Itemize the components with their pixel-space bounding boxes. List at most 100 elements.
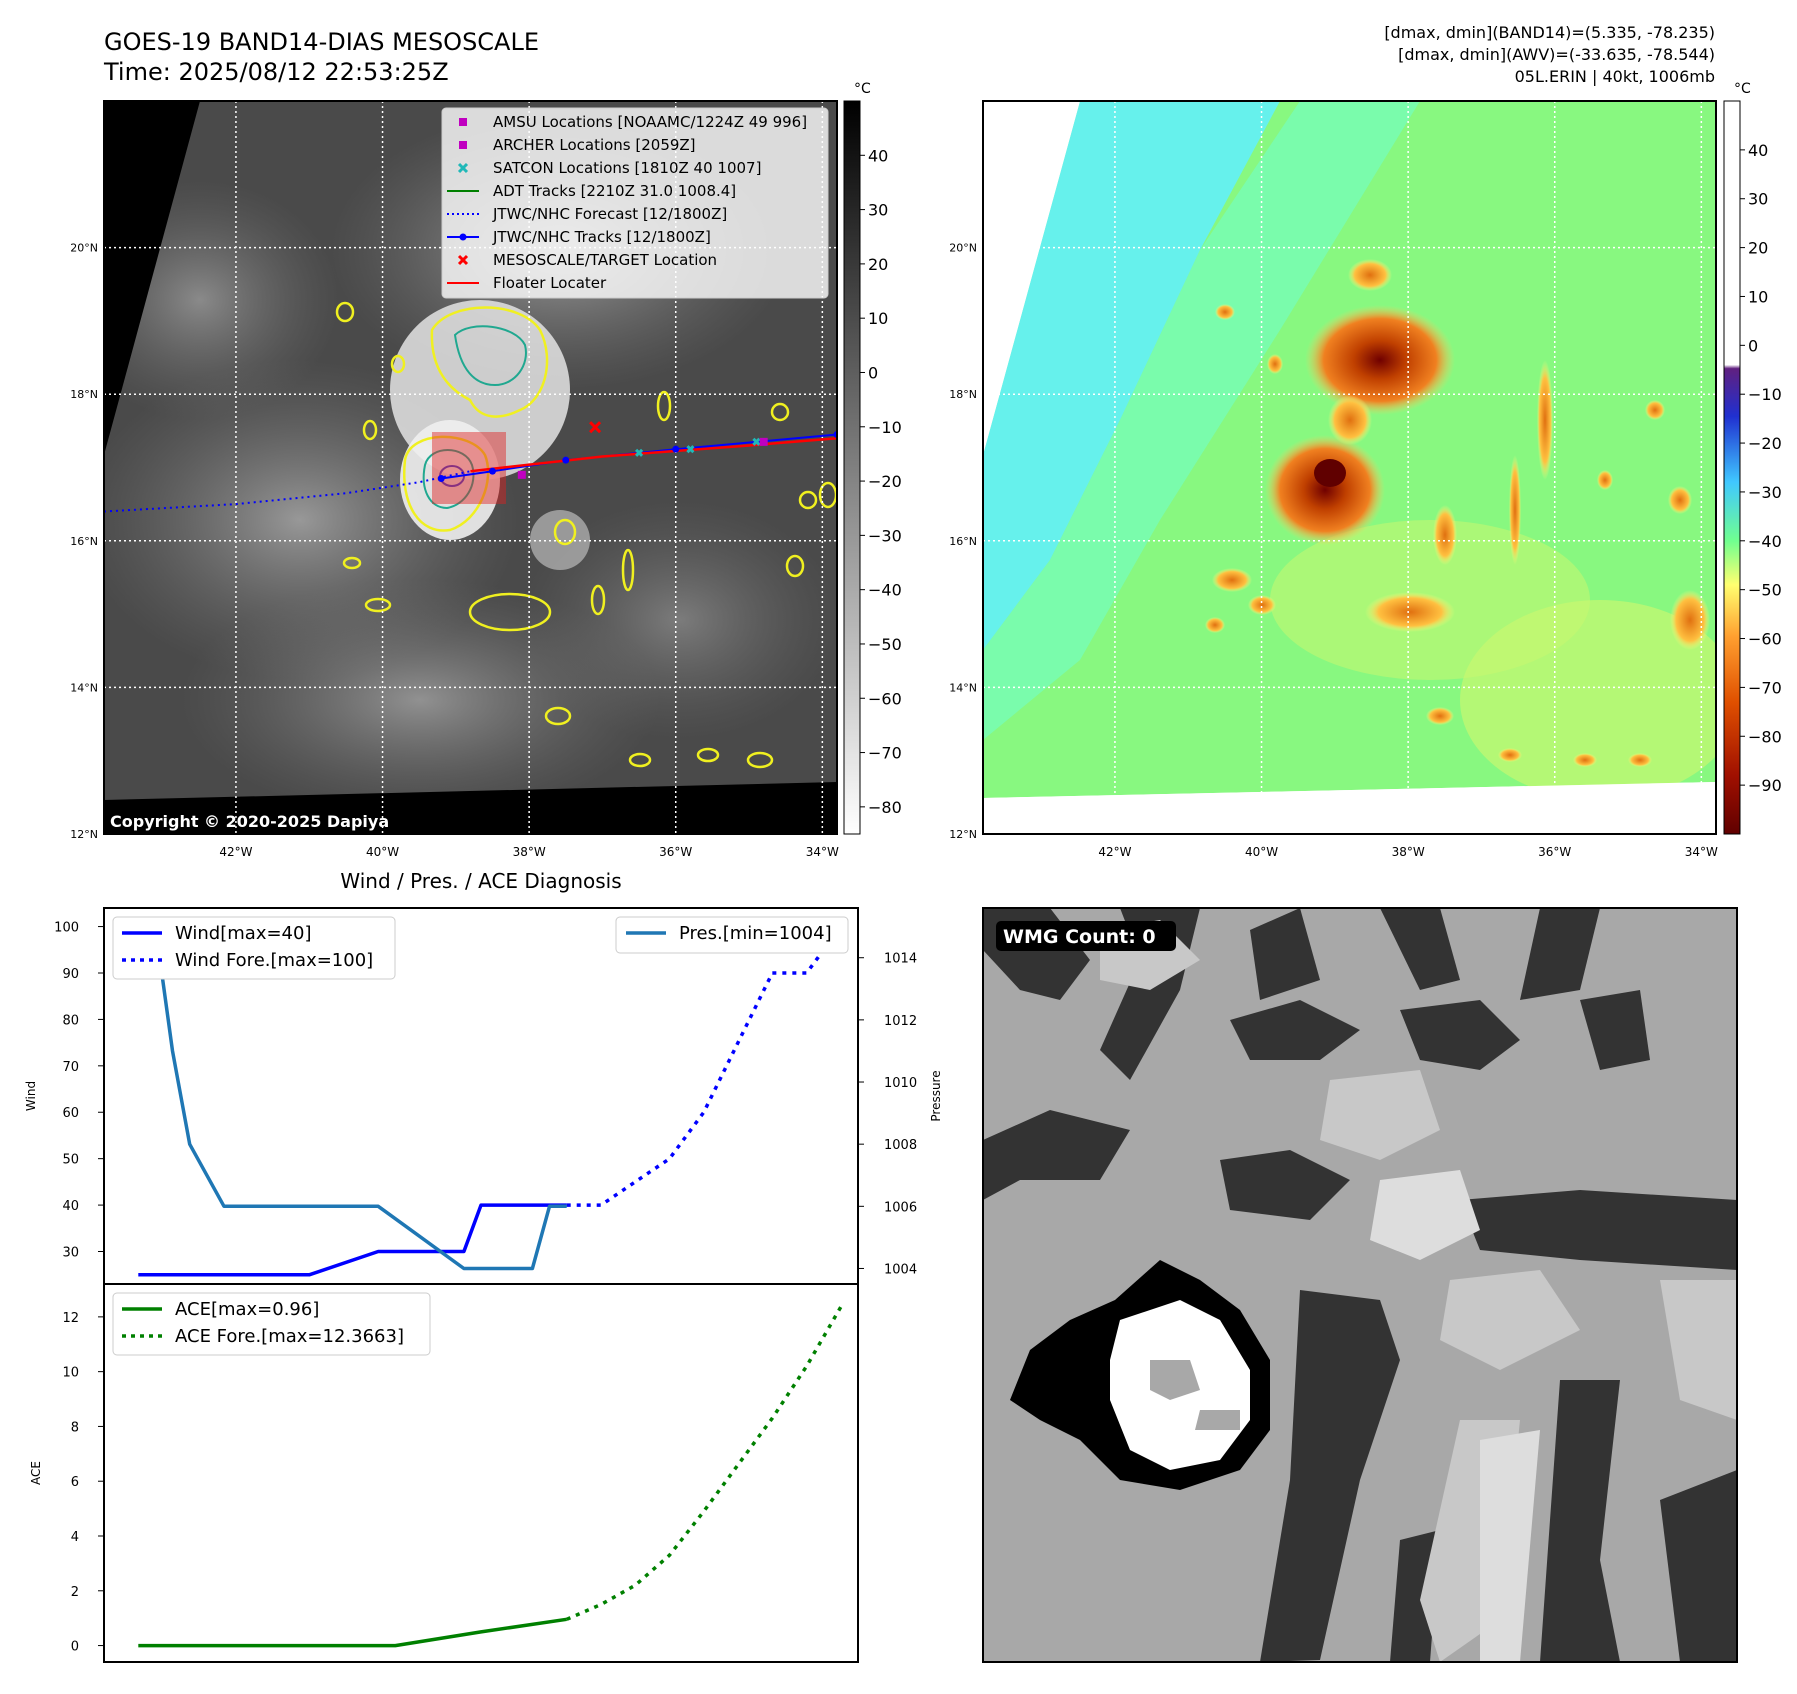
pres-tick-label: 1010 bbox=[884, 1076, 917, 1091]
pressure-axis-ticks: 1014 1012 1010 1008 1006 1004 bbox=[858, 952, 917, 1277]
wind-tick-label: 70 bbox=[62, 1060, 79, 1075]
lat-label: 18°N bbox=[949, 388, 977, 401]
colorbar-tick-label: −10 bbox=[1748, 385, 1782, 404]
lon-label: 34°W bbox=[806, 845, 839, 859]
legend-label: Floater Locater bbox=[493, 274, 607, 292]
pres-legend-label: Pres.[min=1004] bbox=[679, 923, 832, 944]
band14-range: [dmax, dmin](BAND14)=(5.335, -78.235) bbox=[1384, 23, 1715, 42]
pres-tick-label: 1006 bbox=[884, 1200, 917, 1215]
color-map-frame bbox=[982, 100, 1717, 835]
amsu-marker bbox=[759, 437, 768, 446]
ace-tick-label: 2 bbox=[71, 1585, 79, 1600]
ace-tick-label: 0 bbox=[71, 1640, 79, 1655]
lat-label: 16°N bbox=[70, 535, 98, 548]
lat-label: 20°N bbox=[70, 242, 98, 255]
best-track-point bbox=[672, 445, 680, 453]
copyright: Copyright © 2020-2025 Dapiya bbox=[110, 812, 389, 831]
series-pres-solid bbox=[138, 924, 567, 1271]
gray-colorbar bbox=[843, 100, 861, 835]
colorbar-tick-label: 20 bbox=[1748, 239, 1768, 258]
gray-colorbar-unit: °C bbox=[854, 81, 871, 97]
figure-title: GOES-19 BAND14-DIAS MESOSCALE bbox=[104, 28, 539, 56]
wmg-count-badge bbox=[996, 921, 1176, 951]
wind-fore-legend-label: Wind Fore.[max=100] bbox=[175, 950, 373, 971]
pres-legend: Pres.[min=1004] bbox=[615, 916, 849, 954]
colorbar-tick-label: −50 bbox=[868, 635, 902, 654]
ace-axis-label: ACE bbox=[29, 1461, 43, 1485]
colorbar-tick-label: 0 bbox=[868, 363, 878, 382]
colorbar-tick-label: −20 bbox=[1748, 434, 1782, 453]
colorbar-tick-label: −70 bbox=[868, 744, 902, 763]
colorbar-tick-label: −70 bbox=[1748, 678, 1782, 697]
best-track-point bbox=[437, 474, 445, 482]
series-wind-solid bbox=[138, 1203, 567, 1277]
colorbar-tick-label: −80 bbox=[868, 798, 902, 817]
colorbar-tick-label: −60 bbox=[868, 689, 902, 708]
wind-tick-label: 60 bbox=[62, 1106, 79, 1121]
colorbar-tick-label: 30 bbox=[868, 201, 888, 220]
color-map-panel bbox=[983, 101, 1716, 834]
colorbar-tick-label: −40 bbox=[868, 581, 902, 600]
colorbar-tick-label: −30 bbox=[868, 526, 902, 545]
wmg-panel: WMG Count: 0 bbox=[982, 907, 1738, 1663]
wind-tick-label: 80 bbox=[62, 1013, 79, 1028]
lat-label: 16°N bbox=[949, 535, 977, 548]
legend-marker bbox=[459, 118, 467, 126]
pres-tick-label: 1014 bbox=[884, 952, 917, 967]
awv-range: [dmax, dmin](AWV)=(-33.635, -78.544) bbox=[1398, 45, 1715, 64]
lat-label: 20°N bbox=[949, 242, 977, 255]
colorbar-tick-label: −20 bbox=[868, 472, 902, 491]
colorbar-tick-label: 0 bbox=[1748, 336, 1758, 355]
series-ace-dotted bbox=[566, 1305, 843, 1621]
wmg-count-label: WMG Count: 0 bbox=[1003, 926, 1156, 948]
amsu-marker bbox=[517, 470, 526, 479]
colorbar-tick-label: 10 bbox=[1748, 287, 1768, 306]
ace-tick-label: 4 bbox=[71, 1530, 79, 1545]
wind-pres-series bbox=[138, 924, 843, 1277]
wind-legend-label: Wind[max=40] bbox=[175, 923, 312, 944]
ir-map-lat-labels: 12°N 14°N 16°N 18°N 20°N bbox=[70, 242, 98, 841]
ace-tick-label: 6 bbox=[71, 1475, 79, 1490]
satcon-markers bbox=[635, 437, 761, 457]
ace-tick-label: 12 bbox=[62, 1311, 79, 1326]
ace-legend: ACE[max=0.96] ACE Fore.[max=12.3663] bbox=[112, 1292, 431, 1356]
colorbar-tick-label: −80 bbox=[1748, 727, 1782, 746]
pres-tick-label: 1012 bbox=[884, 1014, 917, 1029]
ir-map-tracks bbox=[104, 421, 837, 513]
pres-tick-label: 1004 bbox=[884, 1262, 917, 1277]
lon-label: 40°W bbox=[366, 845, 399, 859]
lon-label: 38°W bbox=[513, 845, 546, 859]
best-track-point bbox=[562, 456, 570, 464]
legend-marker bbox=[457, 254, 469, 266]
legend-label: MESOSCALE/TARGET Location bbox=[493, 251, 717, 269]
gray-colorbar-ticks: 40 30 20 10 0 −10 −20 −30 −40 −50 −60 −70 −80 bbox=[860, 146, 902, 817]
colorbar-tick-label: −50 bbox=[1748, 581, 1782, 600]
color-colorbar bbox=[1723, 100, 1741, 835]
amsu-markers bbox=[517, 437, 768, 479]
ace-tick-label: 10 bbox=[62, 1366, 79, 1381]
colorbar-tick-label: −30 bbox=[1748, 483, 1782, 502]
wind-tick-label: 30 bbox=[62, 1246, 79, 1261]
legend-marker bbox=[457, 162, 469, 174]
colorbar-tick-label: 30 bbox=[1748, 190, 1768, 209]
storm-info: 05L.ERIN | 40kt, 1006mb bbox=[1515, 67, 1715, 86]
colorbar-tick-label: 10 bbox=[868, 309, 888, 328]
figure-time: Time: 2025/08/12 22:53:25Z bbox=[103, 58, 449, 86]
wind-axis-label: Wind bbox=[24, 1081, 38, 1111]
legend-label: SATCON Locations [1810Z 40 1007] bbox=[493, 159, 761, 177]
color-colorbar-unit: °C bbox=[1734, 81, 1751, 97]
lon-label: 40°W bbox=[1245, 845, 1278, 859]
satcon-marker bbox=[686, 445, 695, 454]
lon-label: 42°W bbox=[1098, 845, 1131, 859]
ir-map-lon-labels: 42°W 40°W 38°W 36°W 34°W bbox=[219, 845, 839, 859]
color-colorbar-ticks: 40 30 20 10 0 −10 −20 −30 −40 −50 −60 −70 −80 −90 bbox=[1740, 141, 1782, 795]
diag-title: Wind / Pres. / ACE Diagnosis bbox=[340, 869, 621, 893]
ace-legend-label: ACE[max=0.96] bbox=[175, 1299, 319, 1320]
satcon-marker bbox=[635, 448, 644, 457]
target-marker bbox=[589, 421, 602, 434]
pres-tick-label: 1008 bbox=[884, 1138, 917, 1153]
lat-label: 14°N bbox=[949, 681, 977, 694]
legend-marker bbox=[459, 141, 467, 149]
legend-label: ARCHER Locations [2059Z] bbox=[493, 136, 696, 154]
